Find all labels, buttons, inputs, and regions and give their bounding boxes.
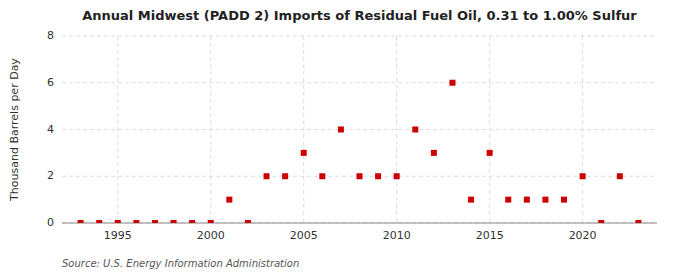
y-grid-line xyxy=(62,82,657,83)
point xyxy=(152,220,158,223)
x-grid-line xyxy=(117,36,118,223)
point xyxy=(319,173,325,179)
point xyxy=(208,220,214,223)
source-note: Source: U.S. Energy Information Administ… xyxy=(62,258,299,269)
marks xyxy=(78,80,642,223)
x-grid-line xyxy=(489,36,490,223)
point xyxy=(505,197,511,203)
x-tick-label: 2020 xyxy=(569,229,597,242)
point xyxy=(171,220,177,223)
chart-container: 0 2 4 6 8 1995 2000 2005 2010 2015 2020 Annual Midw… xyxy=(0,0,675,275)
y-grid-line xyxy=(62,36,657,37)
x-tick-label: 1995 xyxy=(104,229,132,242)
point xyxy=(412,127,418,133)
x-tick-label: 2000 xyxy=(197,229,225,242)
point xyxy=(264,173,270,179)
point xyxy=(189,220,195,223)
point xyxy=(357,173,363,179)
x-tick-label: 2010 xyxy=(383,229,411,242)
point xyxy=(338,127,344,133)
y-tick-label: 0 xyxy=(47,216,54,229)
point xyxy=(282,173,288,179)
chart-svg: 0 2 4 6 8 1995 2000 2005 2010 2015 2020 Annual Midw… xyxy=(0,0,675,275)
point xyxy=(635,220,641,223)
title: Annual Midwest (PADD 2) Imports of Resid… xyxy=(82,8,637,23)
y-tick-label: 2 xyxy=(47,169,54,182)
x-grid-line xyxy=(303,36,304,223)
y-tick-label: 4 xyxy=(47,123,54,136)
point xyxy=(96,220,102,223)
point xyxy=(487,150,493,156)
x-tick-label: 2005 xyxy=(290,229,318,242)
point xyxy=(245,220,251,223)
point xyxy=(375,173,381,179)
point xyxy=(449,80,455,86)
tick-labels: 0 2 4 6 8 1995 2000 2005 2010 2015 2020 xyxy=(47,29,597,242)
point xyxy=(561,197,567,203)
y-axis-label: Thousand Barrels per Day xyxy=(8,58,21,202)
x-axis-line xyxy=(62,223,657,224)
x-grid-line xyxy=(210,36,211,223)
point xyxy=(226,197,232,203)
point xyxy=(115,220,121,223)
x-grid-line xyxy=(396,36,397,223)
x-grid-line xyxy=(582,36,583,223)
point xyxy=(580,173,586,179)
point xyxy=(133,220,139,223)
y-grid-line xyxy=(62,129,657,130)
point xyxy=(598,220,604,223)
point xyxy=(78,220,84,223)
point xyxy=(617,173,623,179)
point xyxy=(431,150,437,156)
point xyxy=(394,173,400,179)
x-tick-label: 2015 xyxy=(476,229,504,242)
point xyxy=(468,197,474,203)
point xyxy=(524,197,530,203)
point xyxy=(301,150,307,156)
y-grid-line xyxy=(62,223,657,224)
y-tick-label: 6 xyxy=(47,76,54,89)
grid xyxy=(62,36,657,223)
point xyxy=(542,197,548,203)
y-tick-label: 8 xyxy=(47,29,54,42)
